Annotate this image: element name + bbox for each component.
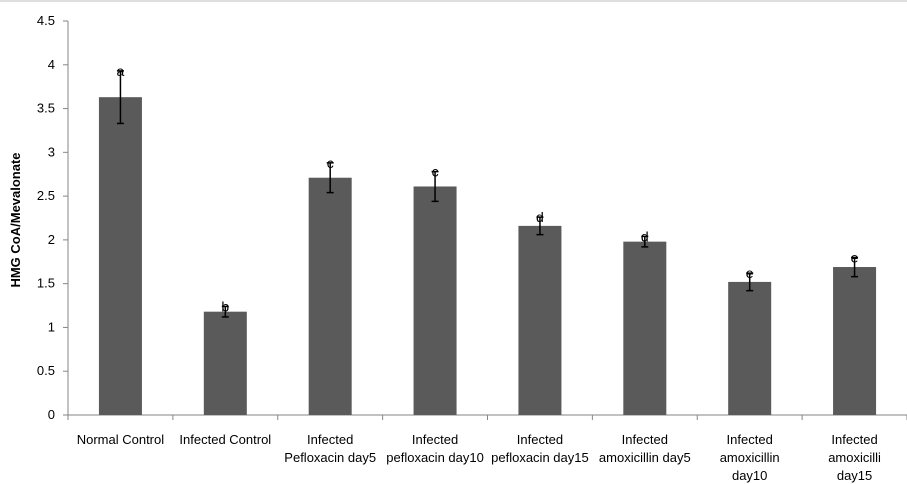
- significance-letter: a: [117, 63, 125, 79]
- category-label: Infected Control: [179, 432, 271, 447]
- y-tick-label: 0.5: [37, 363, 55, 378]
- bar: [728, 281, 772, 415]
- category-label: Infected: [307, 432, 353, 447]
- significance-letter: c: [327, 155, 334, 171]
- category-label: amoxicillin day5: [599, 450, 691, 465]
- y-tick-label: 4: [48, 57, 55, 72]
- axes: 0 0.5 1 1.5 2 2.5 3 3.5 4 4.5: [37, 13, 907, 422]
- significance-letter: b: [221, 298, 229, 314]
- category-label: Infected: [412, 432, 458, 447]
- category-label: Infected: [517, 432, 563, 447]
- category-label: amoxicilli: [828, 450, 881, 465]
- y-tick-label: 0: [48, 407, 55, 422]
- y-tick-label: 3.5: [37, 101, 55, 116]
- significance-letter: e: [851, 249, 859, 265]
- category-label: amoxicillin: [720, 450, 780, 465]
- bar: [203, 311, 247, 415]
- bar: [98, 97, 142, 415]
- bar: [833, 267, 877, 415]
- category-label: Pefloxacin day5: [284, 450, 376, 465]
- significance-letter: d: [641, 228, 649, 244]
- bar: [518, 225, 562, 415]
- significance-letter: e: [746, 265, 754, 281]
- category-label: Infected: [831, 432, 877, 447]
- y-tick-label: 1.5: [37, 276, 55, 291]
- category-label: Infected: [727, 432, 773, 447]
- bar: [413, 186, 457, 415]
- significance-letter: d: [536, 209, 544, 225]
- y-tick-label: 2.5: [37, 188, 55, 203]
- significance-letter: c: [432, 164, 439, 180]
- category-label: Infected: [622, 432, 668, 447]
- labels: a Normal Control b Infected Control c Infecte…: [77, 63, 881, 483]
- y-tick-label: 3: [48, 144, 55, 159]
- category-label: pefloxacin day10: [386, 450, 484, 465]
- category-label: day10: [732, 468, 767, 483]
- y-tick-label: 1: [48, 319, 55, 334]
- category-label: Normal Control: [77, 432, 165, 447]
- y-tick-label: 2: [48, 232, 55, 247]
- y-axis-title: HMG CoA/Mevalonate: [8, 152, 23, 287]
- bars: [98, 70, 877, 415]
- y-tick-label: 4.5: [37, 13, 55, 28]
- category-label: day15: [837, 468, 872, 483]
- bar: [623, 241, 667, 415]
- category-label: pefloxacin day15: [491, 450, 589, 465]
- bar: [308, 177, 352, 415]
